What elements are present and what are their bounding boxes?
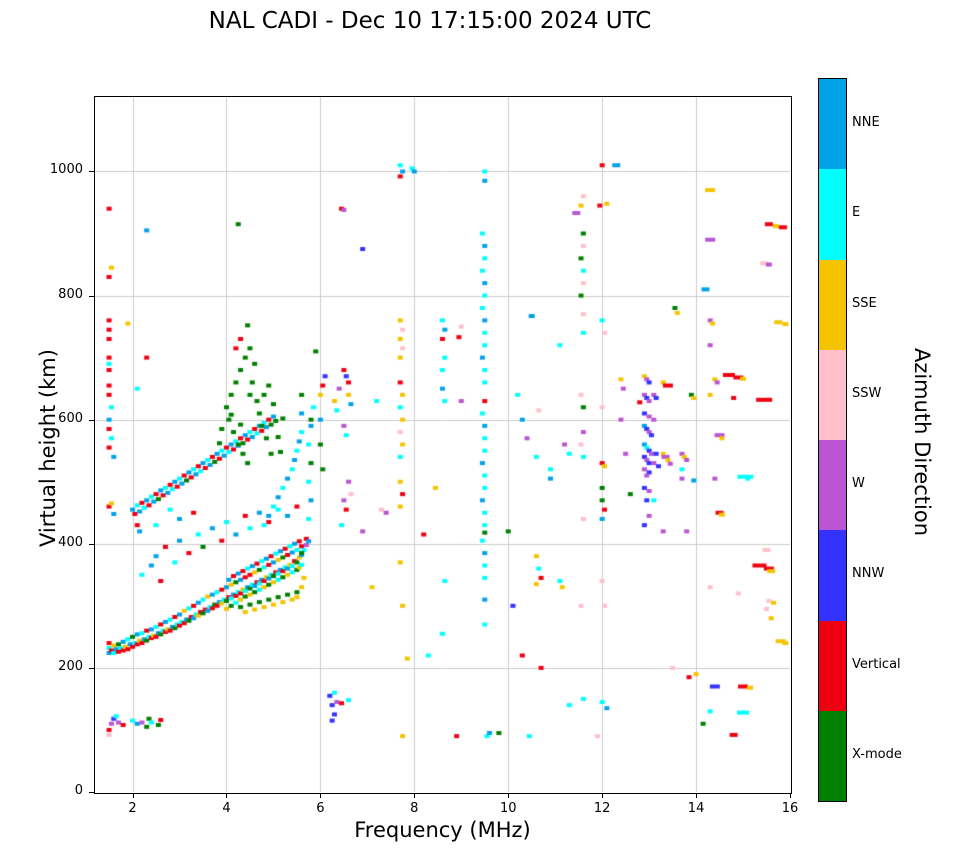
x-tick-label: 4 bbox=[222, 801, 231, 816]
x-tick-label: 16 bbox=[781, 801, 799, 816]
scatter-plot-canvas bbox=[95, 97, 790, 792]
colorbar-label-x-mode: X-mode bbox=[852, 746, 902, 762]
colorbar-label-ssw: SSW bbox=[852, 385, 882, 401]
colorbar-label-e: E bbox=[852, 205, 861, 221]
y-tick-label: 400 bbox=[58, 534, 83, 550]
y-axis-label: Virtual height (km) bbox=[36, 349, 60, 547]
colorbar-label-nne: NNE bbox=[852, 115, 880, 131]
colorbar-axis-label-wrap: Azimuth Direction bbox=[910, 340, 934, 540]
y-tick-mark bbox=[89, 171, 94, 173]
colorbar-label-w: W bbox=[852, 476, 865, 492]
x-axis-label: Frequency (MHz) bbox=[354, 818, 531, 842]
x-tick-mark bbox=[226, 793, 228, 798]
x-tick-mark bbox=[132, 793, 134, 798]
colorbar-segment-nne bbox=[819, 79, 846, 170]
y-tick-label: 600 bbox=[58, 410, 83, 426]
x-tick-mark bbox=[696, 793, 698, 798]
y-tick-mark bbox=[89, 295, 94, 297]
x-tick-mark bbox=[414, 793, 416, 798]
plot-axes-frame bbox=[94, 96, 792, 794]
colorbar-axis-label: Azimuth Direction bbox=[910, 347, 934, 537]
y-tick-mark bbox=[89, 419, 94, 421]
x-tick-label: 6 bbox=[316, 801, 325, 816]
y-tick-mark bbox=[89, 543, 94, 545]
colorbar-segment-e bbox=[819, 169, 846, 260]
colorbar-segment-x-mode bbox=[819, 710, 846, 801]
x-tick-mark bbox=[320, 793, 322, 798]
colorbar-segment-sse bbox=[819, 259, 846, 350]
colorbar-segment-nnw bbox=[819, 530, 846, 621]
y-tick-mark bbox=[89, 792, 94, 793]
colorbar-label-nnw: NNW bbox=[852, 566, 885, 582]
colorbar-segment-ssw bbox=[819, 349, 846, 440]
x-tick-label: 10 bbox=[499, 801, 517, 816]
x-tick-mark bbox=[508, 793, 510, 798]
chart-title: NAL CADI - Dec 10 17:15:00 2024 UTC bbox=[208, 8, 652, 34]
x-tick-label: 14 bbox=[687, 801, 705, 816]
x-tick-mark bbox=[790, 793, 791, 798]
colorbar bbox=[818, 78, 847, 802]
colorbar-segment-w bbox=[819, 440, 846, 531]
x-tick-label: 8 bbox=[410, 801, 419, 816]
y-tick-mark bbox=[89, 667, 94, 669]
colorbar-label-sse: SSE bbox=[852, 295, 877, 311]
colorbar-label-vertical: Vertical bbox=[852, 656, 901, 672]
y-tick-label: 200 bbox=[58, 658, 83, 674]
y-tick-label: 800 bbox=[58, 286, 83, 302]
x-tick-label: 2 bbox=[128, 801, 137, 816]
x-tick-mark bbox=[602, 793, 604, 798]
y-tick-label: 1000 bbox=[49, 162, 83, 178]
x-tick-label: 12 bbox=[593, 801, 611, 816]
y-tick-label: 0 bbox=[74, 783, 83, 798]
colorbar-segment-vertical bbox=[819, 620, 846, 711]
